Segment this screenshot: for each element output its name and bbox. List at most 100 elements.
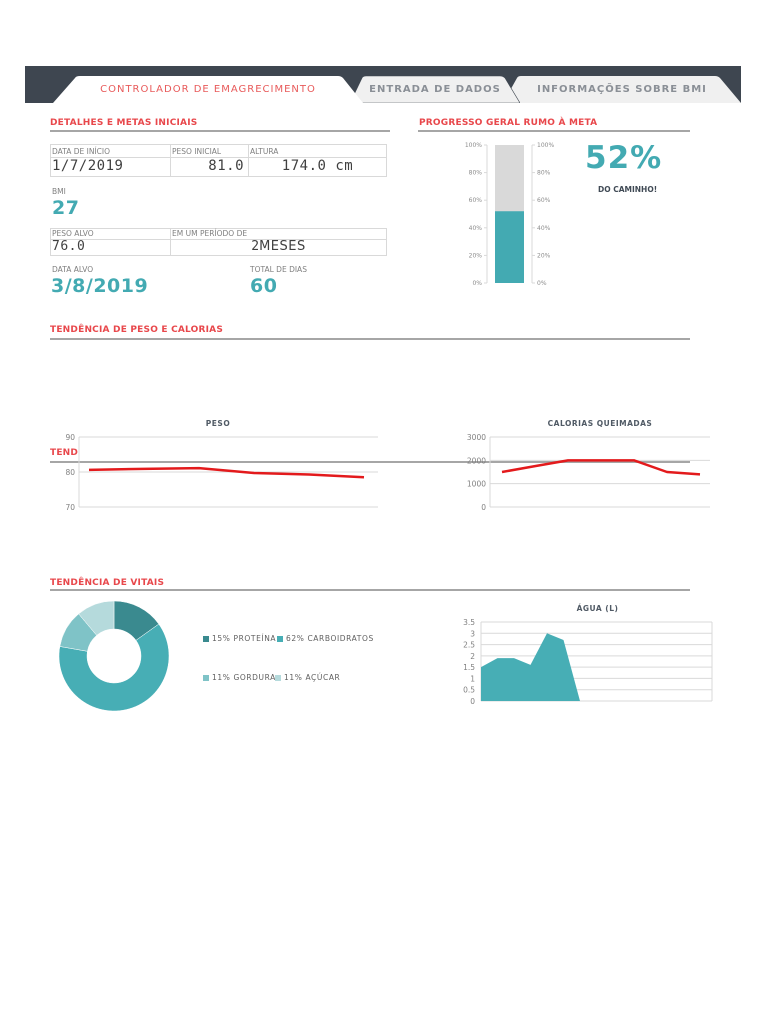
trend-divider: [50, 338, 690, 340]
tab-label: ENTRADA DE DADOS: [369, 84, 501, 95]
period-value-group[interactable]: 2MESES: [172, 239, 385, 254]
legend-label: 62% CARBOIDRATOS: [286, 634, 374, 643]
tab-label: CONTROLADOR DE EMAGRECIMENTO: [100, 84, 316, 95]
target-date-value: 3/8/2019: [51, 275, 149, 297]
series-line: [501, 459, 701, 476]
period-number: 2: [251, 239, 260, 254]
water-chart-title: ÁGUA (L): [576, 604, 619, 613]
progress-tick-right: 100%: [537, 142, 554, 149]
progress-tick-right: 20%: [537, 252, 551, 259]
start-weight-label: PESO INICIAL: [172, 147, 222, 156]
row-divider: [51, 239, 386, 240]
period-unit: MESES: [259, 239, 306, 254]
legend-sugar: 11% AÇÚCAR: [275, 673, 340, 682]
legend-fat: 11% GORDURA: [203, 673, 276, 682]
progress-divider: [418, 130, 690, 132]
y-tick-label: 70: [65, 503, 75, 512]
y-tick-label: 0.5: [463, 686, 475, 695]
tab-label: INFORMAÇÕES SOBRE BMI: [537, 84, 707, 95]
y-tick-label: 1: [470, 674, 475, 683]
height-value: 174.0 cm: [281, 158, 354, 174]
progress-tick-right: 0%: [537, 280, 547, 287]
weight-chart-container: PESO: [62, 410, 384, 520]
water-area-chart: 3.5 3 2.5 2 1.5 1 0.5 0: [463, 618, 713, 706]
y-tick-label: 0: [481, 503, 486, 512]
start-weight-value: 81.0: [208, 158, 244, 174]
y-tick-label: 80: [65, 468, 75, 477]
progress-subtitle: DO CAMINHO!: [598, 185, 658, 194]
start-details-table: [50, 144, 387, 177]
legend-swatch: [203, 636, 209, 642]
y-tick-label: 1.5: [463, 663, 475, 672]
height-label: ALTURA: [250, 147, 279, 156]
water-area: [481, 633, 580, 701]
progress-tick-left: 80%: [469, 170, 483, 177]
y-tick-label: 2.5: [463, 641, 475, 650]
target-weight-cell[interactable]: [51, 229, 171, 255]
target-weight-value: 76.0: [52, 239, 86, 254]
legend-carbs: 62% CARBOIDRATOS: [277, 634, 374, 643]
bmi-value: 27: [52, 197, 80, 219]
progress-tick-right: 80%: [537, 170, 551, 177]
progress-tick-right: 60%: [537, 197, 551, 204]
weight-line-chart: 90 80 70: [65, 433, 378, 512]
progress-fill-bar: [495, 211, 524, 283]
legend-protein: 15% PROTEÍNA: [203, 634, 276, 643]
start-date-cell[interactable]: [51, 145, 171, 176]
legend-swatch: [203, 675, 209, 681]
weight-chart-title: PESO: [205, 419, 231, 428]
details-section-title: DETALHES E METAS INICIAIS: [50, 118, 198, 128]
nutrient-donut-chart: [58, 600, 170, 712]
y-tick-label: 3: [470, 629, 475, 638]
progress-tick-left: 60%: [469, 197, 483, 204]
progress-tick-right: 40%: [537, 225, 551, 232]
legend-label: 11% AÇÚCAR: [284, 673, 341, 682]
row-divider: [51, 157, 386, 158]
legend-swatch: [275, 675, 281, 681]
hidden-trend-divider: [50, 461, 690, 463]
legend-swatch: [277, 636, 283, 642]
target-date-label: DATA ALVO: [52, 265, 94, 274]
tab-bar: INFORMAÇÕES SOBRE BMI ENTRADA DE DADOS C…: [25, 66, 741, 103]
progress-percent: 52%: [585, 140, 663, 176]
y-tick-label: 3.5: [463, 618, 475, 627]
period-label: EM UM PERÍODO DE: [172, 229, 248, 238]
tab-data-entry[interactable]: ENTRADA DE DADOS: [350, 76, 520, 103]
start-weight-cell[interactable]: [171, 145, 249, 176]
target-details-table: [50, 228, 387, 256]
trend-section-title: TENDÊNCIA DE PESO E CALORIAS: [50, 325, 224, 335]
y-tick-label: 3000: [467, 433, 486, 442]
progress-chart: 100% 100% 80% 80% 60% 60% 40% 40% 20% 20% 0% 0%: [465, 142, 555, 287]
progress-tick-left: 100%: [465, 142, 482, 149]
progress-tick-left: 20%: [469, 252, 483, 259]
tab-weight-tracker[interactable]: CONTROLADOR DE EMAGRECIMENTO: [53, 76, 363, 103]
progress-tick-left: 40%: [469, 225, 483, 232]
y-tick-label: 1000: [467, 480, 486, 489]
bmi-label: BMI: [52, 187, 66, 196]
vitals-divider: [50, 589, 690, 591]
start-date-label: DATA DE INÍCIO: [52, 147, 110, 156]
progress-tick-left: 0%: [472, 280, 482, 287]
tab-bmi-info[interactable]: INFORMAÇÕES SOBRE BMI: [503, 76, 741, 103]
y-tick-label: 0: [470, 697, 475, 706]
tab-shape: [503, 76, 741, 103]
start-date-value: 1/7/2019: [52, 158, 124, 174]
y-tick-label: 2: [470, 652, 475, 661]
series-line: [88, 466, 365, 479]
y-tick-label: 2000: [467, 456, 486, 465]
target-weight-label: PESO ALVO: [52, 229, 94, 238]
legend-label: 15% PROTEÍNA: [212, 634, 277, 643]
donut-slice-açúcar: [78, 600, 115, 636]
tab-shape: [53, 76, 363, 103]
total-days-label: TOTAL DE DIAS: [250, 265, 307, 274]
calories-line-chart: 3000 2000 1000 0: [467, 433, 710, 512]
total-days-value: 60: [250, 275, 278, 297]
calories-chart-title: CALORIAS QUEIMADAS: [547, 419, 653, 428]
details-divider: [50, 130, 390, 132]
vitals-section-title: TENDÊNCIA DE VITAIS: [50, 578, 165, 588]
progress-section-title: PROGRESSO GERAL RUMO À META: [419, 118, 598, 128]
tab-shape: [350, 76, 520, 103]
y-tick-label: 90: [65, 433, 75, 442]
legend-label: 11% GORDURA: [212, 673, 276, 682]
hidden-trend-title: TEND: [50, 448, 79, 458]
